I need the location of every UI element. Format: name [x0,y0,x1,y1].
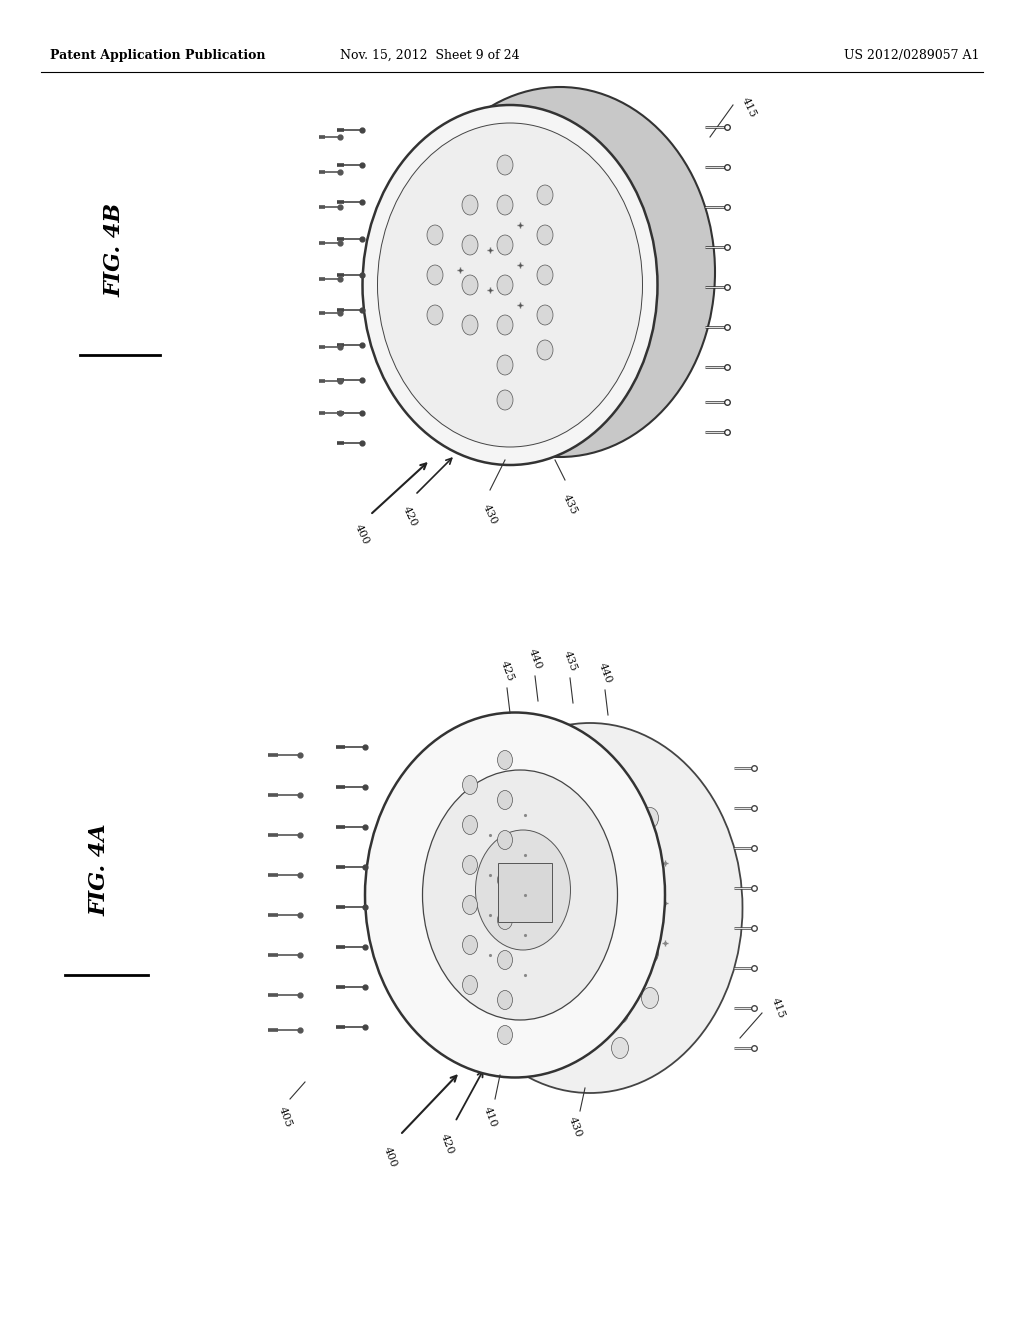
Text: 405: 405 [276,1105,293,1129]
Text: 400: 400 [382,1144,398,1168]
Text: 430: 430 [481,503,499,527]
Ellipse shape [498,751,512,770]
Ellipse shape [463,776,477,795]
Text: FIG. 4A: FIG. 4A [89,824,111,916]
Ellipse shape [463,855,477,874]
Text: 400: 400 [353,523,371,546]
Ellipse shape [537,185,553,205]
Ellipse shape [498,990,512,1010]
Ellipse shape [582,932,598,953]
Ellipse shape [582,978,598,998]
Text: 415: 415 [740,95,758,119]
Ellipse shape [641,942,658,964]
Ellipse shape [423,770,617,1020]
Text: 430: 430 [566,1115,584,1139]
Text: 435: 435 [561,649,579,673]
Ellipse shape [497,389,513,411]
Text: 410: 410 [481,1105,499,1129]
Text: Nov. 15, 2012  Sheet 9 of 24: Nov. 15, 2012 Sheet 9 of 24 [340,49,520,62]
Ellipse shape [497,355,513,375]
Ellipse shape [463,975,477,994]
Ellipse shape [497,235,513,255]
Text: Patent Application Publication: Patent Application Publication [50,49,265,62]
Ellipse shape [641,853,658,874]
Ellipse shape [582,887,598,908]
Text: US 2012/0289057 A1: US 2012/0289057 A1 [845,49,980,62]
Ellipse shape [378,123,642,447]
Ellipse shape [498,830,512,850]
Text: 420: 420 [438,1133,456,1155]
Ellipse shape [498,791,512,809]
Text: 415: 415 [770,997,786,1020]
Ellipse shape [463,895,477,915]
Ellipse shape [611,957,629,978]
Ellipse shape [498,870,512,890]
Ellipse shape [463,816,477,834]
Ellipse shape [427,305,443,325]
Ellipse shape [463,936,477,954]
Ellipse shape [406,87,715,457]
Ellipse shape [641,808,658,829]
Ellipse shape [427,224,443,246]
Ellipse shape [497,195,513,215]
Text: 425: 425 [499,660,515,682]
Ellipse shape [582,797,598,818]
Ellipse shape [537,305,553,325]
Ellipse shape [497,154,513,176]
Ellipse shape [537,224,553,246]
Ellipse shape [611,777,629,799]
Ellipse shape [362,106,657,465]
Ellipse shape [437,723,742,1093]
FancyBboxPatch shape [498,863,552,921]
Ellipse shape [611,822,629,843]
Ellipse shape [611,912,629,933]
Text: 435: 435 [561,492,579,516]
Ellipse shape [498,950,512,969]
Ellipse shape [582,842,598,863]
Ellipse shape [611,1038,629,1059]
Ellipse shape [462,195,478,215]
Ellipse shape [497,275,513,294]
Ellipse shape [462,235,478,255]
Ellipse shape [475,830,570,950]
Ellipse shape [498,911,512,929]
Ellipse shape [498,1026,512,1044]
Ellipse shape [641,987,658,1008]
Text: FIG. 4B: FIG. 4B [104,203,126,297]
Text: 420: 420 [401,506,419,528]
Text: 440: 440 [526,648,544,671]
Ellipse shape [611,867,629,888]
Ellipse shape [641,898,658,919]
Ellipse shape [462,315,478,335]
Ellipse shape [537,341,553,360]
Ellipse shape [611,1002,629,1023]
Ellipse shape [537,265,553,285]
Ellipse shape [427,265,443,285]
Ellipse shape [462,275,478,294]
Ellipse shape [497,315,513,335]
Ellipse shape [365,713,665,1077]
Text: 440: 440 [597,661,613,685]
Ellipse shape [463,152,638,381]
